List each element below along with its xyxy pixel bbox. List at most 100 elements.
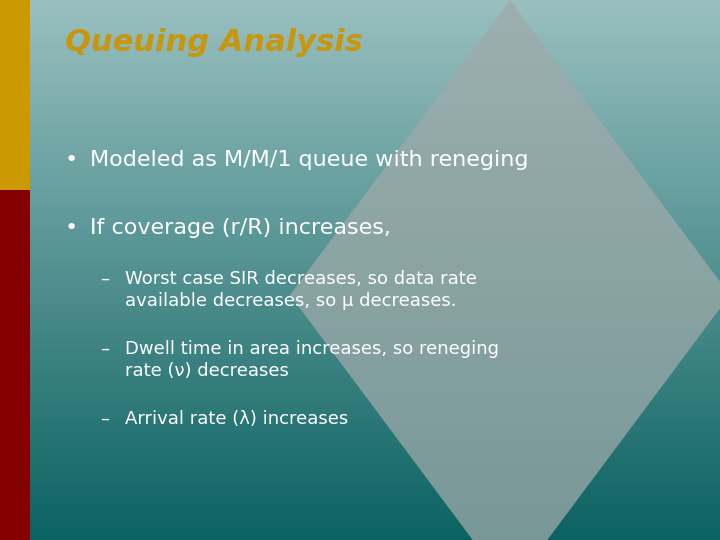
Text: Worst case SIR decreases, so data rate: Worst case SIR decreases, so data rate [125, 270, 477, 288]
Text: –: – [100, 410, 109, 428]
Bar [0, 423, 720, 428]
Bar [0, 477, 720, 482]
Bar [0, 328, 720, 333]
Bar [0, 190, 30, 540]
Bar [0, 436, 720, 441]
Bar [0, 360, 720, 364]
Text: rate (ν) decreases: rate (ν) decreases [125, 362, 289, 380]
Bar [0, 139, 720, 144]
Bar [0, 333, 720, 338]
Bar [0, 220, 720, 225]
Bar [0, 504, 720, 509]
Bar [0, 94, 720, 99]
Text: –: – [100, 340, 109, 358]
Bar [0, 176, 720, 180]
Bar [0, 441, 720, 445]
Bar [0, 68, 720, 72]
Bar [0, 351, 720, 355]
Bar [0, 482, 720, 486]
Bar [0, 239, 720, 243]
Bar [0, 536, 720, 540]
Bar [0, 324, 720, 328]
Bar [0, 274, 720, 279]
Bar [0, 306, 720, 310]
Bar [0, 509, 720, 513]
Bar [0, 117, 720, 122]
Bar [0, 193, 720, 198]
Bar [0, 387, 720, 392]
Bar [0, 198, 720, 202]
Bar [0, 243, 720, 247]
Bar [0, 45, 720, 50]
Bar [0, 364, 720, 369]
Polygon shape [290, 0, 720, 540]
Bar [0, 486, 720, 490]
Bar [0, 247, 720, 252]
Text: –: – [100, 270, 109, 288]
Bar [0, 31, 720, 36]
Bar [0, 14, 720, 18]
Bar [0, 171, 720, 176]
Bar [0, 320, 720, 324]
Bar [0, 108, 720, 112]
Bar [0, 54, 720, 58]
Text: Arrival rate (λ) increases: Arrival rate (λ) increases [125, 410, 348, 428]
Bar [0, 297, 720, 301]
Bar [0, 23, 720, 27]
Bar [0, 144, 720, 148]
Bar [0, 207, 720, 212]
Bar [0, 401, 720, 405]
Bar [0, 166, 720, 171]
Bar [0, 288, 720, 293]
Bar [0, 85, 720, 90]
Bar [0, 158, 720, 162]
Bar [0, 500, 720, 504]
Bar [0, 202, 720, 207]
Bar [0, 517, 720, 522]
Bar [0, 230, 720, 234]
Bar [0, 122, 720, 126]
Bar [0, 513, 720, 517]
Text: Modeled as M/M/1 queue with reneging: Modeled as M/M/1 queue with reneging [90, 150, 528, 170]
Bar [0, 135, 720, 139]
Bar [0, 40, 720, 45]
Bar [0, 338, 720, 342]
Bar [0, 463, 720, 468]
Bar [0, 0, 30, 190]
Text: •: • [65, 150, 78, 170]
Bar [0, 355, 720, 360]
Bar [0, 234, 720, 239]
Bar [0, 81, 720, 85]
Bar [0, 409, 720, 414]
Bar [0, 18, 720, 23]
Bar [0, 99, 720, 104]
Bar [0, 0, 720, 4]
Bar [0, 414, 720, 418]
Bar [0, 27, 720, 31]
Bar [0, 284, 720, 288]
Bar [0, 225, 720, 229]
Bar [0, 450, 720, 455]
Bar [0, 261, 720, 266]
Bar [0, 522, 720, 526]
Bar [0, 50, 720, 54]
Bar [0, 392, 720, 396]
Bar [0, 162, 720, 166]
Bar [0, 270, 720, 274]
Bar [0, 58, 720, 63]
Text: •: • [65, 218, 78, 238]
Text: If coverage (r/R) increases,: If coverage (r/R) increases, [90, 218, 391, 238]
Bar [0, 293, 720, 297]
Text: Queuing Analysis: Queuing Analysis [65, 28, 363, 57]
Bar [0, 342, 720, 347]
Bar [0, 189, 720, 193]
Bar [0, 418, 720, 423]
Bar [0, 77, 720, 81]
Bar [0, 526, 720, 531]
Bar [0, 315, 720, 320]
Bar [0, 455, 720, 459]
Bar [0, 428, 720, 432]
Bar [0, 212, 720, 216]
Bar [0, 252, 720, 256]
Text: available decreases, so μ decreases.: available decreases, so μ decreases. [125, 292, 456, 310]
